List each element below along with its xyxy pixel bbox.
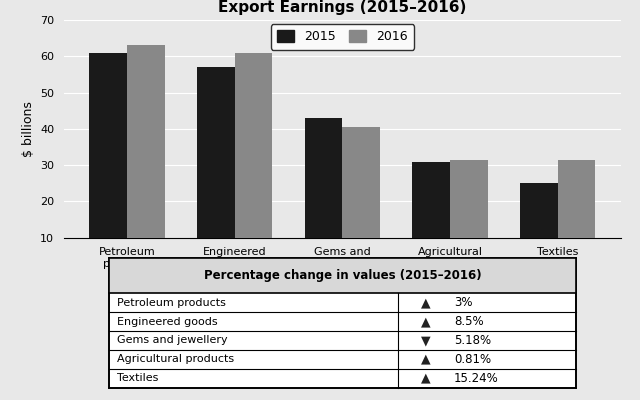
Bar [305,118,342,274]
Bar [520,183,558,274]
Text: Gems and jewellery: Gems and jewellery [117,336,228,346]
Text: Textiles: Textiles [117,373,158,383]
Text: 0.81%: 0.81% [454,353,491,366]
Text: 8.5%: 8.5% [454,315,483,328]
Text: Agricultural products: Agricultural products [117,354,234,364]
Text: ▲: ▲ [421,315,431,328]
Bar [558,160,595,274]
Y-axis label: $ billions: $ billions [22,101,35,157]
Legend: 2015, 2016: 2015, 2016 [271,24,414,50]
Text: 5.18%: 5.18% [454,334,491,347]
Bar [450,160,488,274]
Text: ▲: ▲ [421,372,431,385]
Bar [127,46,164,274]
Text: ▲: ▲ [421,296,431,309]
Title: Export Earnings (2015–2016): Export Earnings (2015–2016) [218,0,467,15]
Bar [342,127,380,274]
Text: ▲: ▲ [421,353,431,366]
Text: 15.24%: 15.24% [454,372,499,385]
Text: Percentage change in values (2015–2016): Percentage change in values (2015–2016) [204,269,481,282]
Text: ▼: ▼ [421,334,431,347]
Text: 3%: 3% [454,296,472,309]
Bar [197,67,235,274]
Bar [412,162,450,274]
Text: Engineered goods: Engineered goods [117,316,218,326]
Bar [90,53,127,274]
Bar [235,53,273,274]
X-axis label: Product Category: Product Category [281,275,404,288]
Text: Petroleum products: Petroleum products [117,298,226,308]
